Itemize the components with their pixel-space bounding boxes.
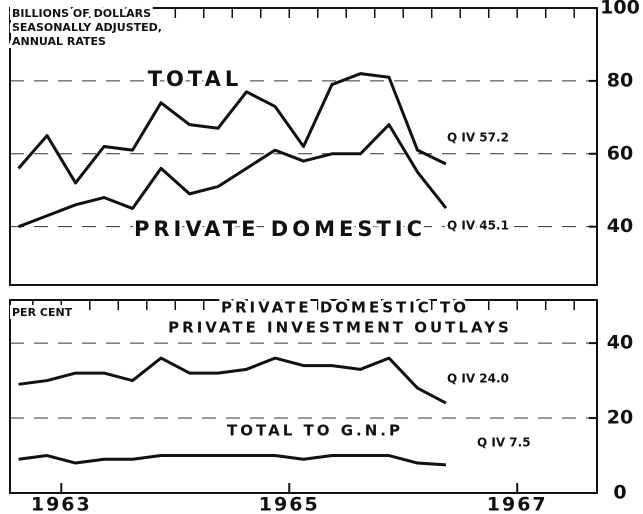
annotation: Q IV 7.5 bbox=[477, 436, 531, 450]
panel-frame bbox=[9, 7, 598, 286]
series-line bbox=[18, 356, 447, 405]
series-label: TOTAL TO G.N.P bbox=[227, 422, 403, 440]
x-tick-label: 1967 bbox=[487, 494, 548, 514]
y-tick-label: 0 bbox=[613, 482, 626, 504]
y-tick-label: 60 bbox=[607, 142, 633, 164]
y-tick-label: 40 bbox=[607, 215, 633, 237]
series-line bbox=[17, 72, 447, 185]
y-tick-label: 100 bbox=[600, 0, 640, 19]
series-label: PRIVATE INVESTMENT OUTLAYS bbox=[168, 319, 512, 337]
panel-frame bbox=[9, 299, 598, 494]
axis-unit-label: SEASONALLY ADJUSTED, bbox=[12, 21, 162, 34]
series-label: PRIVATE DOMESTIC TO bbox=[221, 299, 469, 317]
x-tick-label: 1963 bbox=[31, 494, 92, 514]
axis-unit-label: PER CENT bbox=[12, 306, 73, 319]
y-tick-label: 20 bbox=[607, 407, 633, 429]
x-tick-label: 1965 bbox=[259, 494, 320, 514]
annotation: Q IV 24.0 bbox=[447, 372, 509, 386]
annotation: Q IV 57.2 bbox=[447, 131, 509, 145]
annotation: Q IV 45.1 bbox=[447, 219, 509, 233]
series-line bbox=[18, 454, 447, 467]
axis-unit-label: ANNUAL RATES bbox=[12, 35, 106, 48]
series-line bbox=[18, 123, 448, 229]
series-label: TOTAL bbox=[148, 67, 243, 91]
axis-unit-label: BILLIONS OF DOLLARS bbox=[12, 7, 151, 20]
y-tick-label: 80 bbox=[607, 69, 633, 91]
series-label: PRIVATE DOMESTIC bbox=[134, 217, 426, 241]
y-tick-label: 40 bbox=[607, 332, 633, 354]
